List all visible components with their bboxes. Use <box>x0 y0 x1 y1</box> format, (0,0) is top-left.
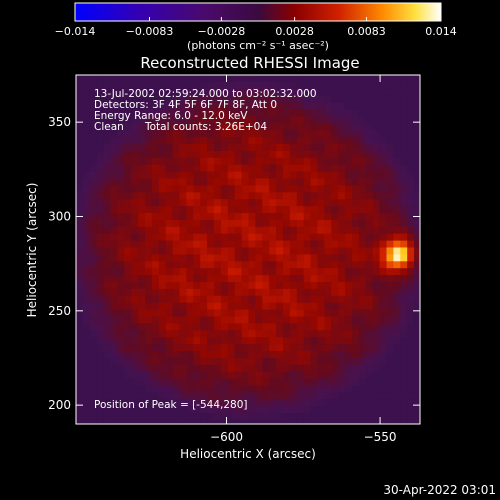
x-tick-label: −600 <box>210 430 243 444</box>
y-tick-label: 350 <box>48 115 71 129</box>
x-tick-label: −550 <box>364 430 397 444</box>
y-axis-label: Heliocentric Y (arcsec) <box>25 183 39 318</box>
colorbar-tick-label: −0.0083 <box>126 25 174 38</box>
colorbar-tick-label: 0.0028 <box>275 25 314 38</box>
colorbar-tick-label: −0.014 <box>55 25 96 38</box>
colorbar: −0.014 −0.0083 −0.0028 0.0028 0.0083 0.014 (p… <box>55 2 457 52</box>
axis-ticks: −600−550−500200250300350 <box>48 75 420 444</box>
info-annotations: 13-Jul-2002 02:59:24.000 to 03:02:32.000… <box>94 88 317 411</box>
plot-area: −600−550−500200250300350 <box>48 74 421 444</box>
peak-position-label: Position of Peak = [-544,280] <box>94 399 248 411</box>
y-tick-label: 200 <box>48 398 71 412</box>
colorbar-bar <box>74 2 442 22</box>
energy-range-label: Energy Range: 6.0 - 12.0 keV <box>94 110 248 122</box>
detectors-label: Detectors: 3F 4F 5F 6F 7F 8F, Att 0 <box>94 99 277 111</box>
colorbar-tick-label: −0.0028 <box>198 25 246 38</box>
plot-frame <box>75 74 421 425</box>
colorbar-tick-label: 0.0083 <box>347 25 386 38</box>
colorbar-unit-label: (photons cm⁻² s⁻¹ asec⁻²) <box>187 39 329 52</box>
x-axis-label: Heliocentric X (arcsec) <box>180 447 316 461</box>
colorbar-tick-label: 0.014 <box>425 25 457 38</box>
y-tick-label: 250 <box>48 304 71 318</box>
y-tick-label: 300 <box>48 209 71 223</box>
chart-title: Reconstructed RHESSI Image <box>140 54 359 72</box>
method-label: Clean <box>94 121 124 133</box>
time-range-label: 13-Jul-2002 02:59:24.000 to 03:02:32.000 <box>94 88 317 100</box>
footer-timestamp: 30-Apr-2022 03:01 <box>383 483 496 497</box>
colorbar-ticks: −0.014 −0.0083 −0.0028 0.0028 0.0083 0.014 <box>55 17 457 38</box>
heatmap-image <box>76 75 420 424</box>
total-counts-label: Total counts: 3.26E+04 <box>144 121 267 133</box>
